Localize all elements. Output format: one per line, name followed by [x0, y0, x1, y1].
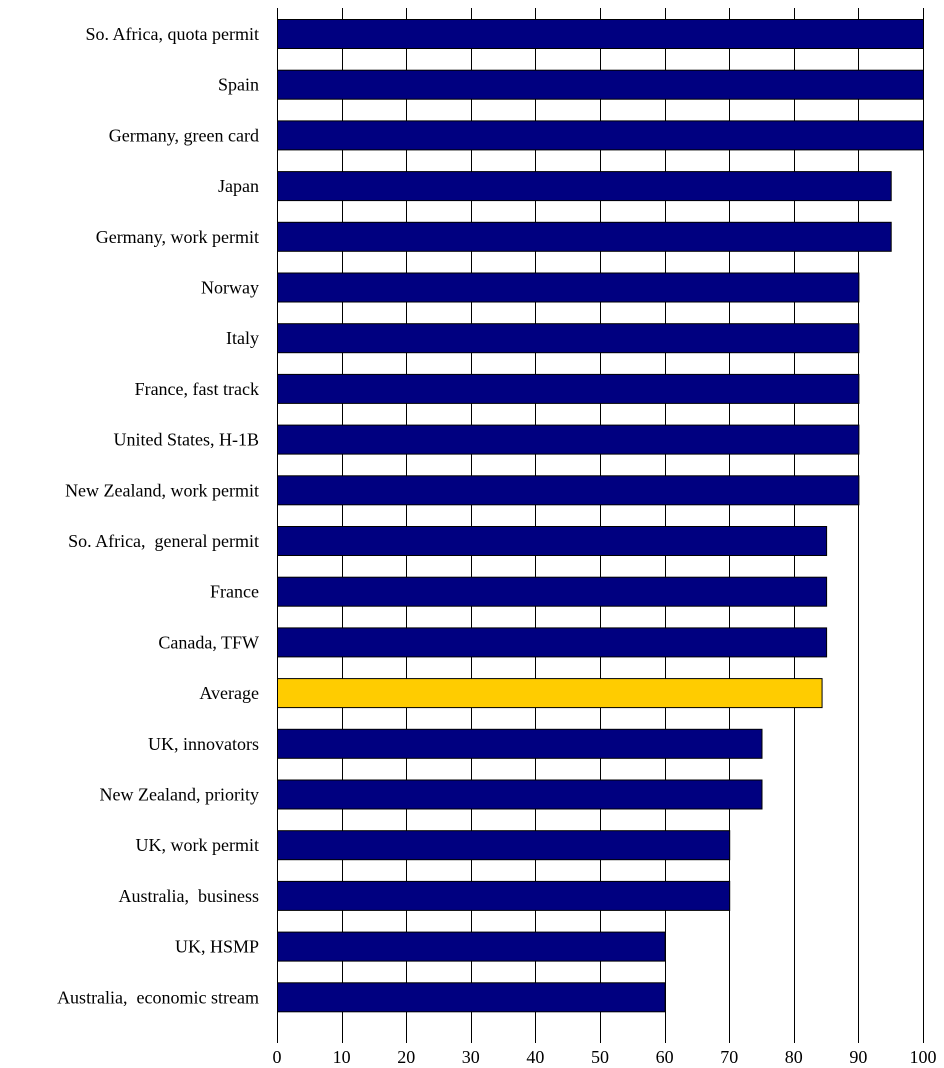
category-label-germany-green-card: Germany, green card [109, 125, 259, 145]
x-tick-label-10: 10 [333, 1047, 351, 1067]
category-label-france-fast-track: France, fast track [135, 379, 259, 399]
bar-layer [277, 19, 924, 1013]
category-label-new-zealand-priority: New Zealand, priority [100, 785, 259, 805]
category-label-new-zealand-work-permit: New Zealand, work permit [65, 480, 259, 500]
x-tick-label-90: 90 [849, 1047, 867, 1067]
bar-norway [277, 272, 860, 303]
category-label-so-africa-quota-permit: So. Africa, quota permit [86, 24, 259, 44]
category-label-australia-business: Australia, business [119, 886, 259, 906]
bar-germany-work-permit [277, 221, 892, 252]
category-label-average: Average [199, 683, 259, 703]
bar-united-states-h-1b [277, 424, 860, 455]
x-tick-label-50: 50 [591, 1047, 609, 1067]
category-label-japan: Japan [218, 176, 259, 196]
bar-canada-tfw [277, 627, 828, 658]
category-label-spain: Spain [218, 75, 259, 95]
bar-france [277, 576, 828, 607]
category-label-canada-tfw: Canada, TFW [158, 632, 259, 652]
category-label-so-africa-general-permit: So. Africa, general permit [68, 531, 259, 551]
category-label-norway: Norway [201, 278, 259, 298]
bar-germany-green-card [277, 120, 924, 151]
bar-uk-work-permit [277, 830, 731, 861]
x-axis-tick-labels: 0 10 20 30 40 50 60 70 80 90 100 [273, 1047, 937, 1067]
x-tick-label-100: 100 [910, 1047, 937, 1067]
x-tick-label-70: 70 [720, 1047, 738, 1067]
category-label-united-states-h-1b: United States, H-1B [114, 430, 260, 450]
x-tick-label-60: 60 [656, 1047, 674, 1067]
bar-spain [277, 69, 924, 100]
bar-uk-innovators [277, 728, 763, 759]
category-labels: So. Africa, quota permit Spain Germany, gr… [57, 24, 259, 1007]
x-tick-label-80: 80 [785, 1047, 803, 1067]
bar-italy [277, 323, 860, 354]
x-tick-label-0: 0 [273, 1047, 282, 1067]
bar-australia-economic-stream [277, 982, 666, 1013]
bar-so-africa-quota-permit [277, 19, 924, 49]
bar-new-zealand-work-permit [277, 475, 860, 506]
bar-uk-hsmp [277, 931, 666, 962]
x-tick-label-40: 40 [526, 1047, 544, 1067]
x-tick-label-30: 30 [462, 1047, 480, 1067]
category-label-france: France [210, 582, 259, 602]
category-label-germany-work-permit: Germany, work permit [96, 227, 259, 247]
category-label-australia-economic-stream: Australia, economic stream [57, 987, 259, 1007]
bar-new-zealand-priority [277, 779, 763, 810]
bar-average [277, 678, 823, 709]
bar-australia-business [277, 880, 731, 911]
category-label-uk-work-permit: UK, work permit [136, 835, 259, 855]
bar-japan [277, 171, 892, 202]
category-label-italy: Italy [226, 328, 259, 348]
category-label-uk-hsmp: UK, HSMP [175, 937, 259, 957]
category-label-uk-innovators: UK, innovators [148, 734, 259, 754]
bar-france-fast-track [277, 373, 860, 404]
x-tick-label-20: 20 [397, 1047, 415, 1067]
bar-so-africa-general-permit [277, 526, 828, 556]
